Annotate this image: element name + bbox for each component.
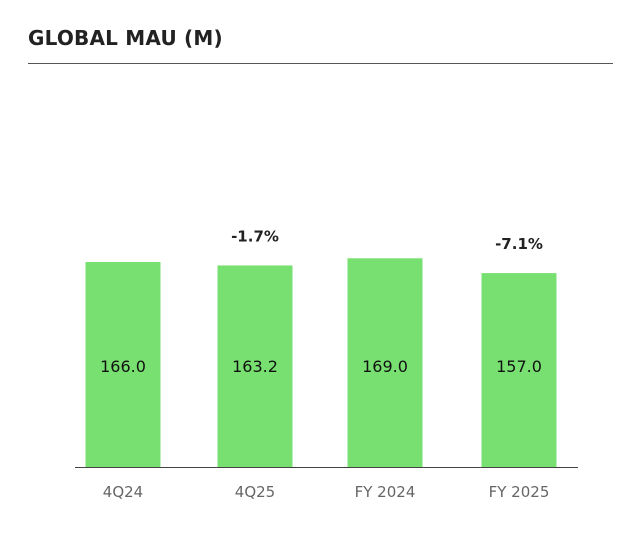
data-label: 163.2 [232, 357, 278, 376]
data-label: 157.0 [496, 357, 542, 376]
change-label: -1.7% [231, 227, 279, 245]
bar-4q25 [217, 265, 293, 467]
data-label: 169.0 [362, 357, 408, 376]
data-label: 166.0 [100, 357, 146, 376]
x-tick-label: 4Q25 [235, 483, 275, 501]
bar-4q24 [85, 261, 161, 467]
bar-fy2025 [481, 273, 557, 467]
x-tick-label: 4Q24 [103, 483, 143, 501]
change-label: -7.1% [495, 235, 543, 253]
x-tick-label: FY 2024 [355, 483, 416, 501]
title-divider [28, 63, 613, 64]
chart-title: GLOBAL MAU (M) [28, 26, 223, 50]
bar-fy2024 [347, 258, 423, 467]
x-tick-label: FY 2025 [489, 483, 550, 501]
